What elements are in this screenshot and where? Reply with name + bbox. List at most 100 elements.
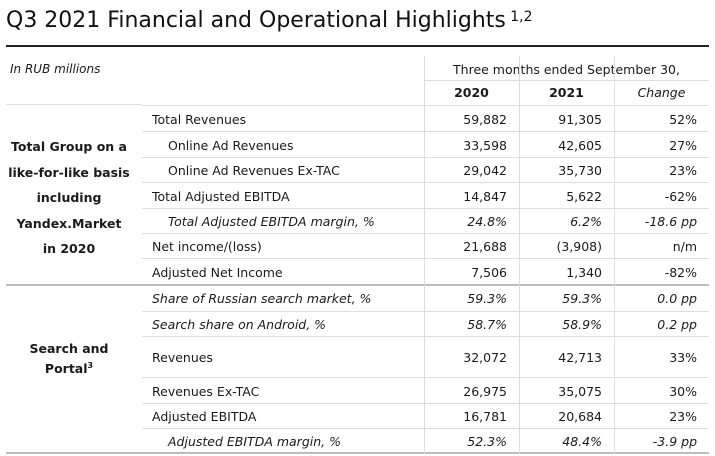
table-row: Total Adjusted EBITDA margin, % 24.8% 6.2%… [142,208,709,234]
cell-change-text: 23% [669,409,697,424]
cell-2021-text: 1,340 [566,264,602,280]
cell-change: n/m [614,234,709,259]
table-row: Revenues Ex-TAC 26,975 35,075 30% [142,377,709,404]
cell-change-text: 0.2 pp [657,317,697,332]
cell-change: 30% [614,378,709,404]
cell-2021: 6.2% [519,209,614,234]
row-label-text: Adjusted EBITDA margin, % [168,433,341,449]
cell-2021: 58.9% [519,312,614,337]
cell-2021-text: 35,075 [558,383,602,399]
year-header-row: 2020 2021 Change [424,80,709,105]
cell-2021-text: 20,684 [558,409,602,424]
cell-2020-text: 26,975 [463,383,507,399]
cell-2021: 5,622 [519,183,614,209]
cell-change: -3.9 pp [614,429,709,453]
title-footnote: 1,2 [510,9,533,25]
cell-2021-text: (3,908) [556,239,602,254]
row-label: Total Adjusted EBITDA [152,183,290,209]
table-row: Search share on Android, % 58.7% 58.9% 0.2 … [142,311,709,337]
group-label-line: Portal3 [6,357,132,377]
cell-2020-text: 59,882 [463,111,507,127]
col-header-2020: 2020 [454,85,489,100]
page-title: Q3 2021 Financial and Operational Highli… [6,4,533,40]
cell-change: -18.6 pp [614,209,709,234]
row-label-text: Revenues Ex-TAC [152,383,260,399]
row-label: Adjusted Net Income [152,259,283,285]
cell-2021: 42,713 [519,337,614,378]
cell-2021: 1,340 [519,259,614,285]
cell-2021: 35,075 [519,378,614,404]
cell-2020: 26,975 [424,378,519,404]
cell-2021-text: 5,622 [566,188,602,204]
group-label-search: Search and Portal3 [6,340,132,377]
cell-change-text: -82% [664,264,697,280]
group-label-line: in 2020 [42,241,96,256]
row-label: Total Adjusted EBITDA margin, % [168,209,375,234]
cell-2021-text: 91,305 [558,111,602,127]
cell-change: 33% [614,337,709,378]
table-bottom-rule [6,452,709,454]
cell-2020: 59.3% [424,285,519,311]
cell-2020: 59,882 [424,106,519,132]
cell-2020-text: 21,688 [463,239,507,254]
row-label-text: Adjusted Net Income [152,264,283,280]
cell-2020-text: 24.8% [467,214,507,229]
cell-change: 23% [614,158,709,183]
row-label-text: Share of Russian search market, % [152,290,372,306]
row-label: Adjusted EBITDA margin, % [168,429,341,453]
cell-2021-text: 42,605 [558,137,602,153]
row-label: Share of Russian search market, % [152,285,371,311]
cell-2020: 29,042 [424,158,519,183]
row-label: Net income/(loss) [152,234,262,259]
row-label-text: Total Revenues [152,111,247,127]
table-row: Total Revenues 59,882 91,305 52% [142,105,709,132]
cell-change-text: 30% [669,383,697,399]
group-label-line: Yandex.Market [16,215,122,231]
col-header-change: Change [637,85,686,100]
cell-2020: 16,781 [424,404,519,429]
cell-change: 0.2 pp [614,312,709,337]
cell-2020: 33,598 [424,132,519,158]
cell-2020: 58.7% [424,312,519,337]
cell-2021: 35,730 [519,158,614,183]
cell-2021: 42,605 [519,132,614,158]
cell-2020: 32,072 [424,337,519,378]
group-label-footnote: 3 [87,361,94,370]
section-separator [6,284,709,286]
cell-2021: (3,908) [519,234,614,259]
column-rule [614,56,615,454]
row-label-text: Search share on Android, % [152,317,327,332]
cell-change-text: -3.9 pp [652,433,697,449]
period-header: Three months ended September 30, [453,62,680,77]
row-label: Adjusted EBITDA [152,404,256,429]
group-label-line: including [36,190,102,205]
row-label: Search share on Android, % [152,312,326,337]
cell-2020: 7,506 [424,259,519,285]
row-label-text: Total Adjusted EBITDA margin, % [168,214,375,229]
cell-2021-text: 58.9% [562,317,602,332]
cell-2020: 21,688 [424,234,519,259]
cell-2020-text: 52.3% [467,433,507,449]
row-label-text: Revenues [152,350,213,365]
cell-change-text: 23% [669,163,697,178]
row-label: Online Ad Revenues [168,132,293,158]
cell-2021-text: 35,730 [558,163,602,178]
left-header-rule [6,104,142,105]
title-text: Q3 2021 Financial and Operational Highli… [6,8,506,33]
cell-change-text: -18.6 pp [644,214,697,229]
row-label: Revenues Ex-TAC [152,378,259,404]
cell-change: 23% [614,404,709,429]
group-label-text: Portal [44,361,88,377]
cell-2020-text: 7,506 [471,264,507,280]
cell-2021: 91,305 [519,106,614,132]
col-header-2021: 2021 [549,85,584,100]
cell-change: 52% [614,106,709,132]
cell-2020-text: 33,598 [463,137,507,153]
cell-2020-text: 16,781 [463,409,507,424]
table-row: Revenues 32,072 42,713 33% [142,336,709,378]
group-label-line: Total Group on a [11,139,127,154]
cell-2021: 59.3% [519,285,614,311]
row-label-text: Online Ad Revenues [168,137,294,153]
table-row: Adjusted Net Income 7,506 1,340 -82% [142,258,709,285]
cell-change-text: -62% [664,188,697,204]
